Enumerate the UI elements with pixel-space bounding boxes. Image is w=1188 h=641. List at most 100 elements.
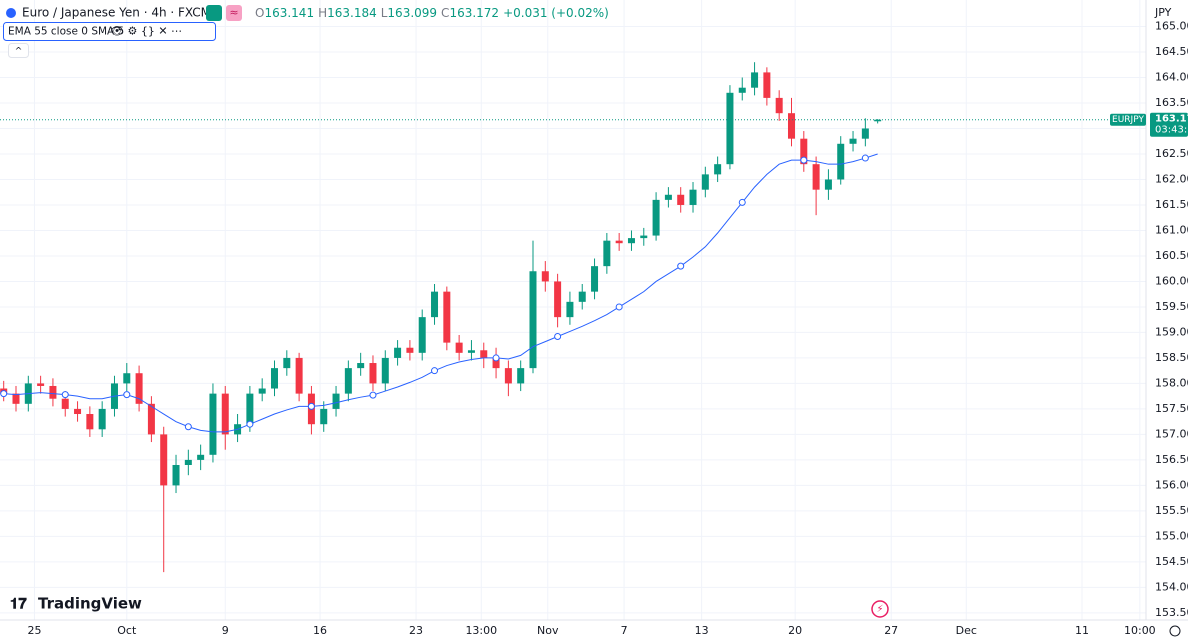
candle-body xyxy=(714,164,722,175)
ema-marker xyxy=(369,391,377,399)
candle-body xyxy=(283,357,291,369)
brand-mark: 𝟏𝟕 xyxy=(10,595,27,613)
candle-body xyxy=(775,97,783,114)
candle-body xyxy=(418,317,426,353)
candle-body xyxy=(554,281,562,318)
candle-body xyxy=(726,92,734,165)
candle-body xyxy=(652,199,660,236)
countdown: 03:43:1 xyxy=(1155,125,1188,136)
settings-icon[interactable] xyxy=(1169,625,1181,637)
currency-label: JPY xyxy=(1154,6,1172,19)
indicator-label: EMA 55 close 0 SMA 5 xyxy=(8,26,124,38)
candle-body xyxy=(517,368,525,384)
candle-body xyxy=(369,363,377,384)
candle-body xyxy=(147,403,155,435)
plot-area xyxy=(0,62,1146,573)
y-tick-label: 157.500 xyxy=(1155,402,1188,415)
y-tick-label: 155.500 xyxy=(1155,504,1188,517)
candle-body xyxy=(640,235,648,239)
candle-body xyxy=(849,138,857,144)
y-tick-label: 162.500 xyxy=(1155,147,1188,160)
ema-marker xyxy=(554,333,562,341)
candle-body xyxy=(504,368,512,384)
y-tick-label: 156.500 xyxy=(1155,453,1188,466)
x-tick-label: 7 xyxy=(621,624,628,637)
candle-body xyxy=(197,454,205,460)
candle-body xyxy=(270,368,278,389)
candle-body xyxy=(135,373,143,404)
y-tick-label: 160.500 xyxy=(1155,249,1188,262)
candle-body xyxy=(787,113,795,139)
x-tick-label: 11 xyxy=(1075,624,1089,637)
axes: 153.500 154.000 154.500 155.000 155.500 156.0… xyxy=(27,20,1188,637)
y-tick-label: 154.500 xyxy=(1155,555,1188,568)
change: +0.031 (+0.02%) xyxy=(503,6,609,20)
o-label: O xyxy=(255,6,264,20)
y-tick-label: 163.500 xyxy=(1155,96,1188,109)
price-tag-label: 163.172 xyxy=(1155,114,1188,125)
candle-body xyxy=(98,408,106,430)
ema-marker xyxy=(677,262,685,270)
collapse-button[interactable] xyxy=(8,43,29,58)
y-tick-label: 164.500 xyxy=(1155,45,1188,58)
h-label: H xyxy=(318,6,327,20)
x-tick-label: 20 xyxy=(788,624,802,637)
x-tick-label: 13:00 xyxy=(465,624,497,637)
ema-marker xyxy=(246,420,254,428)
candle-body xyxy=(344,368,352,394)
candle-body xyxy=(689,189,697,205)
candle-body xyxy=(49,385,57,399)
y-tick-label: 162.000 xyxy=(1155,172,1188,185)
ema-marker xyxy=(861,154,869,162)
candle-body xyxy=(627,238,635,244)
candle-body xyxy=(861,128,869,139)
h-value: 163.184 xyxy=(327,6,377,20)
alert-glyph: ⚡ xyxy=(876,604,883,615)
x-tick-label: Dec xyxy=(956,624,977,637)
indicator-box[interactable] xyxy=(3,22,216,41)
candle-body xyxy=(541,271,549,282)
candle-body xyxy=(394,347,402,358)
candle-body xyxy=(37,383,45,386)
x-tick-label: Nov xyxy=(537,624,559,637)
candle-body xyxy=(221,393,229,435)
x-tick-label: 23 xyxy=(409,624,423,637)
candle-body xyxy=(431,291,439,318)
l-label: L xyxy=(381,6,388,20)
indicator-icons[interactable]: 👁 ⚙ {} ✕ ⋯ xyxy=(110,25,182,38)
candle-body xyxy=(800,138,808,165)
candle-body xyxy=(172,465,180,486)
flag-icon: ≈ xyxy=(229,6,238,19)
alert-icon[interactable] xyxy=(871,600,889,618)
flag-button[interactable] xyxy=(226,5,242,21)
y-tick-label: 161.500 xyxy=(1155,198,1188,211)
candle-body xyxy=(160,434,168,486)
x-tick-label: 16 xyxy=(313,624,327,637)
candle-body xyxy=(812,164,820,190)
candle-body xyxy=(529,271,537,369)
ohlc-legend: O163.141 H163.184 L163.099 C163.172 +0.031 (… xyxy=(255,6,609,20)
ema-marker xyxy=(615,303,623,311)
x-tick-label: Oct xyxy=(117,624,137,637)
candle-body xyxy=(701,174,709,190)
candle-body xyxy=(74,408,82,415)
candle-body xyxy=(603,240,611,267)
candle-body xyxy=(566,301,574,318)
ema-marker xyxy=(492,354,500,362)
symbol-title[interactable]: Euro / Japanese Yen · 4h · FXCM xyxy=(22,6,211,20)
candle-body xyxy=(480,350,488,358)
candle-body xyxy=(824,179,832,190)
market-status xyxy=(206,5,222,21)
y-tick-label: 156.000 xyxy=(1155,478,1188,491)
candle-body xyxy=(492,357,500,369)
ema-marker xyxy=(0,390,8,398)
y-tick-label: 165.000 xyxy=(1155,20,1188,33)
candle-body xyxy=(320,408,328,425)
ticker-tag xyxy=(1110,113,1146,126)
candle-body xyxy=(357,363,365,369)
y-tick-label: 158.000 xyxy=(1155,376,1188,389)
y-tick-label: 164.000 xyxy=(1155,71,1188,84)
o-value: 163.141 xyxy=(264,6,314,20)
y-tick-label: 153.500 xyxy=(1155,606,1188,619)
candle-body xyxy=(443,291,451,343)
